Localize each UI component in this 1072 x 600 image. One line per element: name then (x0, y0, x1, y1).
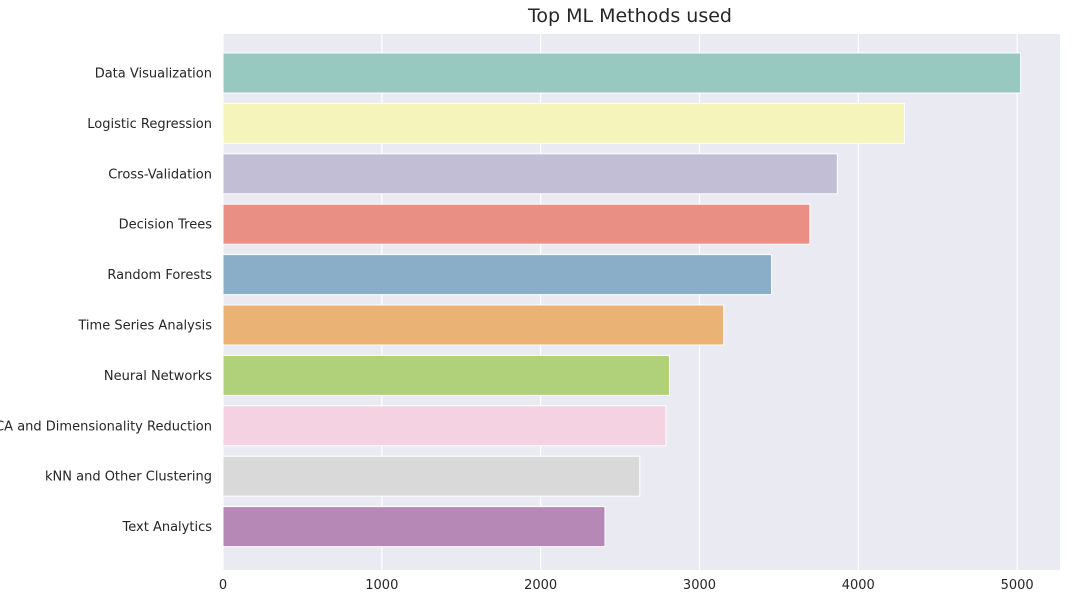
bar-4 (222, 254, 773, 296)
bar-2 (222, 153, 838, 195)
x-tick-label-1: 1000 (365, 578, 398, 593)
y-tick-label-2: Cross-Validation (108, 167, 212, 182)
y-tick-label-0: Data Visualization (95, 67, 212, 82)
y-tick-label-9: Text Analytics (122, 520, 213, 535)
y-tick-label-5: Time Series Analysis (77, 319, 212, 334)
bar-5 (222, 304, 725, 346)
x-tick-label-2: 2000 (524, 578, 557, 593)
bar-9 (222, 506, 606, 548)
x-tick-label-3: 3000 (683, 578, 716, 593)
y-tick-label-6: Neural Networks (104, 369, 212, 384)
bars (222, 52, 1022, 548)
x-tick-label-0: 0 (219, 578, 227, 593)
x-axis-tick-labels: 0 1000 2000 3000 4000 5000 (219, 578, 1034, 593)
bar-1 (222, 102, 906, 144)
x-tick-label-5: 5000 (1001, 578, 1034, 593)
y-tick-label-7: PCA and Dimensionality Reduction (0, 419, 212, 434)
bar-3 (222, 203, 811, 245)
bar-8 (222, 455, 641, 497)
y-tick-label-8: kNN and Other Clustering (45, 470, 212, 485)
bar-6 (222, 354, 670, 396)
y-tick-label-1: Logistic Regression (87, 117, 212, 132)
bar-7 (222, 405, 667, 447)
y-tick-label-3: Decision Trees (119, 218, 213, 233)
chart-title: Top ML Methods used (527, 5, 732, 27)
x-tick-label-4: 4000 (842, 578, 875, 593)
y-tick-label-4: Random Forests (107, 268, 212, 283)
y-axis-tick-labels: Data Visualization Logistic Regression Cro… (0, 67, 212, 536)
bar-0 (222, 52, 1022, 94)
